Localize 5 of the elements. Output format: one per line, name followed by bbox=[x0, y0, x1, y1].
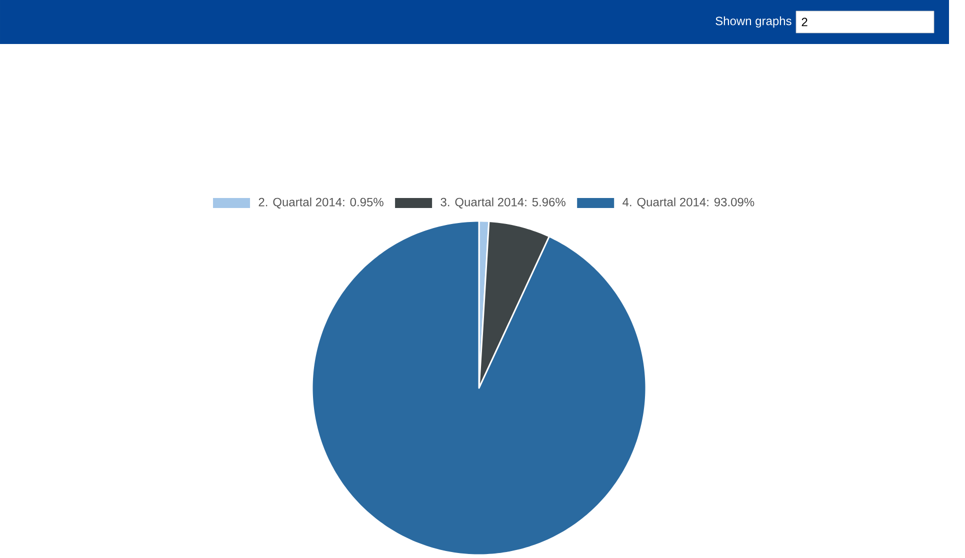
text: Shown graphs bbox=[716, 16, 792, 28]
legend-label: 4. Quartal 2014: 93.09% bbox=[622, 198, 754, 208]
legend-label: 2. Quartal 2014: 0.95% bbox=[258, 198, 384, 208]
legend-label: 3. Quartal 2014: 5.96% bbox=[440, 198, 566, 208]
text: 2 bbox=[802, 18, 808, 26]
